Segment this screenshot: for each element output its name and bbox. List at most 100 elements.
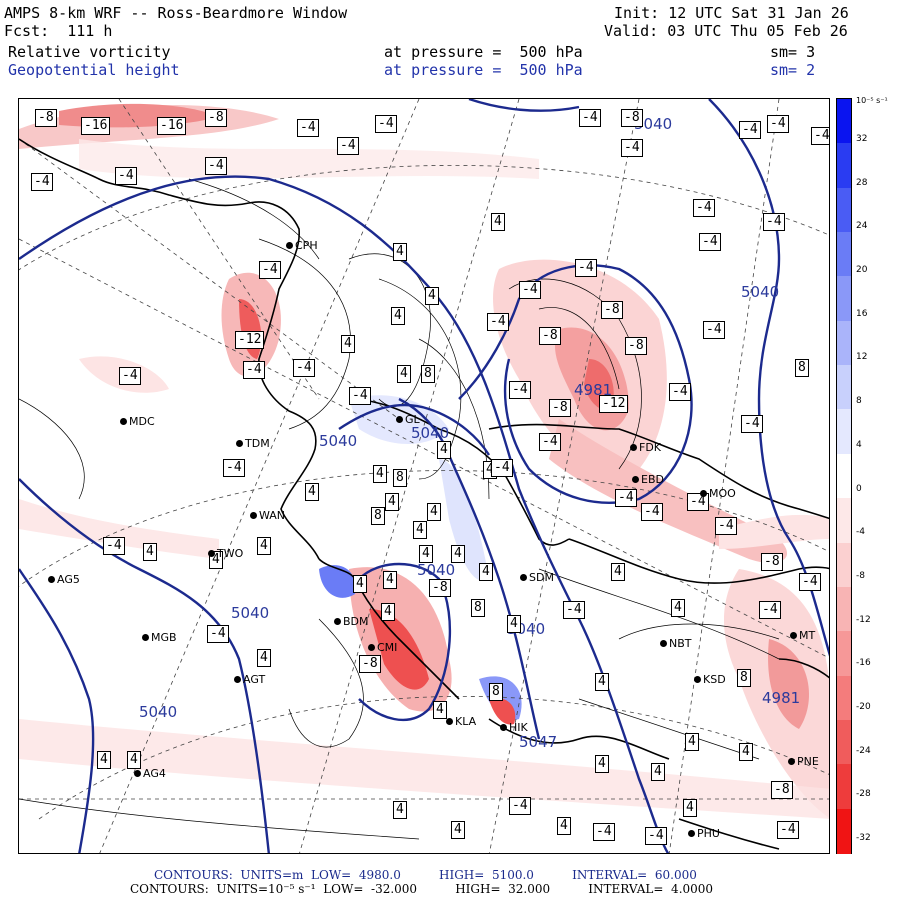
- colorbar-tick-label: -28: [856, 789, 871, 800]
- colorbar-segment: [837, 764, 851, 810]
- vorticity-contour-label: -4: [119, 367, 141, 385]
- vorticity-contour-label: -8: [539, 327, 561, 345]
- station-marker: [286, 242, 293, 249]
- vorticity-contour-label: 4: [143, 543, 157, 561]
- colorbar-tick-label: 4: [856, 439, 862, 450]
- station-marker: [446, 718, 453, 725]
- vorticity-contour-label: -4: [615, 489, 637, 507]
- station-label: GL: [405, 413, 420, 426]
- header-valid-time: Valid: 03 UTC Thu 05 Feb 26: [604, 22, 848, 40]
- station-label: MGB: [151, 631, 177, 644]
- colorbar-tick-label: 0: [856, 483, 862, 494]
- station-label: CMI: [377, 641, 398, 654]
- colorbar-segment: [837, 276, 851, 322]
- colorbar-tick-label: -16: [856, 658, 871, 669]
- geopotential-height-label: 4981: [762, 689, 801, 707]
- colorbar-segment: [837, 808, 851, 854]
- vorticity-contour-label: -4: [575, 259, 597, 277]
- vorticity-contour-label: -4: [759, 601, 781, 619]
- colorbar-segment: [837, 409, 851, 455]
- station-label: HIK: [509, 721, 528, 734]
- station-label: TWO: [217, 547, 244, 560]
- vorticity-contour-label: -4: [693, 199, 715, 217]
- vorticity-contour-label: -8: [549, 399, 571, 417]
- vorticity-contour-label: -4: [337, 137, 359, 155]
- geopotential-height-label: 5040: [319, 432, 358, 450]
- vorticity-contour-label: 8: [371, 507, 385, 525]
- station-marker: [142, 634, 149, 641]
- station-label: AG5: [57, 573, 80, 586]
- colorbar-segment: [837, 232, 851, 278]
- station-marker: [396, 416, 403, 423]
- vorticity-contours: [19, 178, 780, 840]
- vorticity-contour-label: 4: [127, 751, 141, 769]
- vorticity-contour-label: -4: [539, 433, 561, 451]
- station-label: PHU: [697, 827, 720, 840]
- field1-name: Relative vorticity: [8, 43, 171, 61]
- colorbar-segment: [837, 631, 851, 677]
- colorbar-segment: [837, 719, 851, 766]
- vorticity-contour-label: -4: [593, 823, 615, 841]
- station-marker: [134, 770, 141, 777]
- station-marker: [694, 676, 701, 683]
- vorticity-contour-label: 4: [507, 615, 521, 633]
- vorticity-contour-label: -4: [259, 261, 281, 279]
- vorticity-contour-label: 4: [739, 743, 753, 761]
- vorticity-contour-label: -4: [207, 625, 229, 643]
- station-marker: [208, 550, 215, 557]
- vorticity-contour-label: 4: [451, 821, 465, 839]
- vorticity-contour-label: 4: [683, 799, 697, 817]
- vorticity-contour-label: -4: [669, 383, 691, 401]
- vorticity-contour-label: -8: [205, 109, 227, 127]
- station-marker: [630, 444, 637, 451]
- colorbar-unit: 10⁻⁵ s⁻¹: [856, 96, 888, 105]
- colorbar-segment: [837, 542, 851, 588]
- colorbar: [836, 98, 852, 854]
- vorticity-contour-label: -8: [625, 337, 647, 355]
- vorticity-contour-label: -4: [621, 139, 643, 157]
- vorticity-contour-label: 4: [353, 575, 367, 593]
- station-marker: [788, 758, 795, 765]
- colorbar-segment: [837, 365, 851, 411]
- vorticity-contour-label: -8: [771, 781, 793, 799]
- colorbar-segment: [837, 498, 851, 544]
- vorticity-contour-label: 4: [437, 441, 451, 459]
- vorticity-contour-label: -4: [579, 109, 601, 127]
- station-marker: [500, 724, 507, 731]
- geopotential-height-label: 5040: [634, 115, 673, 133]
- colorbar-tick-label: 20: [856, 265, 868, 276]
- colorbar-tick-label: 32: [856, 134, 868, 144]
- station-label: AGT: [243, 673, 266, 686]
- vorticity-contour-label: -8: [601, 301, 623, 319]
- station-label: TDM: [245, 437, 270, 450]
- colorbar-segment: [837, 143, 851, 189]
- colorbar-segment: [837, 320, 851, 367]
- vorticity-contour-label: 4: [685, 733, 699, 751]
- vorticity-contour-label: -4: [375, 115, 397, 133]
- vorticity-contour-label: -4: [563, 601, 585, 619]
- vorticity-contour-label: 4: [419, 545, 433, 563]
- header-init-time: Init: 12 UTC Sat 31 Jan 26: [614, 4, 849, 22]
- station-marker: [368, 644, 375, 651]
- vorticity-contour-label: 4: [425, 287, 439, 305]
- vorticity-contour-label: 4: [257, 537, 271, 555]
- vorticity-contour-label: 8: [489, 683, 503, 701]
- vorticity-contour-label: -12: [235, 331, 265, 349]
- geopotential-height-label: 5040: [417, 561, 456, 579]
- vorticity-contour-label: 8: [737, 669, 751, 687]
- vorticity-contour-label: -4: [223, 459, 245, 477]
- header-forecast-hour: Fcst: 111 h: [4, 22, 113, 40]
- station-marker: [236, 440, 243, 447]
- station-label: CPH: [295, 239, 318, 252]
- vorticity-contour-label: 4: [257, 649, 271, 667]
- vorticity-contour-label: -8: [429, 579, 451, 597]
- station-marker: [120, 418, 127, 425]
- geopotential-height-label: 5040: [231, 604, 270, 622]
- vorticity-contour-label: -4: [703, 321, 725, 339]
- vorticity-contour-label: -4: [687, 493, 709, 511]
- station-marker: [688, 830, 695, 837]
- colorbar-segment: [837, 187, 851, 234]
- colorbar-tick-label: -24: [856, 745, 871, 756]
- station-label: WAN: [259, 509, 286, 522]
- vorticity-contour-label: -4: [509, 797, 531, 815]
